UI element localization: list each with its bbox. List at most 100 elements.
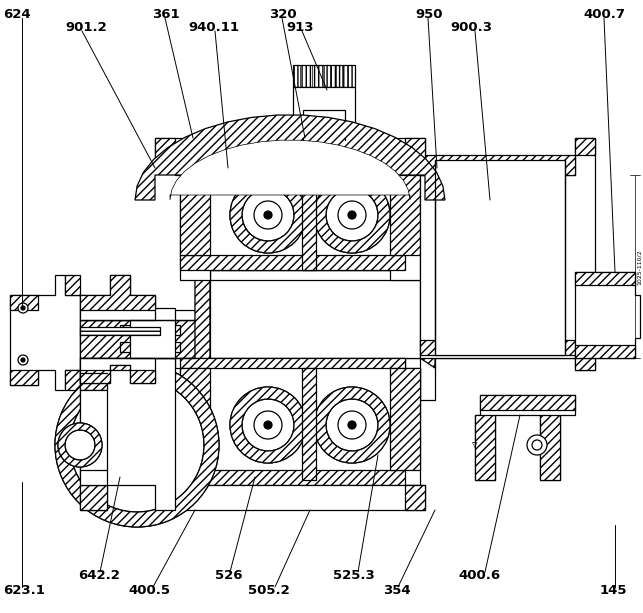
Polygon shape <box>80 358 175 510</box>
Text: 145: 145 <box>600 584 628 597</box>
Polygon shape <box>405 485 425 510</box>
Text: 361: 361 <box>152 8 179 21</box>
Wedge shape <box>314 387 390 463</box>
Text: 901.2: 901.2 <box>65 21 107 34</box>
Bar <box>130 308 175 358</box>
Text: $\triangledown$: $\triangledown$ <box>471 440 479 450</box>
Wedge shape <box>230 387 306 463</box>
Polygon shape <box>180 160 405 175</box>
Circle shape <box>18 355 28 365</box>
Text: 400.7: 400.7 <box>583 8 625 21</box>
Polygon shape <box>475 415 495 480</box>
Polygon shape <box>180 368 210 470</box>
Wedge shape <box>58 423 102 467</box>
Text: 320: 320 <box>269 8 296 21</box>
Circle shape <box>242 189 294 241</box>
Circle shape <box>242 399 294 451</box>
Polygon shape <box>195 270 210 368</box>
Bar <box>303 110 345 140</box>
Bar <box>303 138 345 148</box>
Bar <box>120 342 180 352</box>
Circle shape <box>230 177 306 253</box>
Polygon shape <box>10 275 80 390</box>
Polygon shape <box>80 390 107 485</box>
Polygon shape <box>10 370 38 385</box>
Text: 505.2: 505.2 <box>248 584 290 597</box>
Circle shape <box>254 201 282 229</box>
Bar <box>302 175 316 270</box>
Text: 913: 913 <box>286 21 314 34</box>
Polygon shape <box>420 270 435 368</box>
Polygon shape <box>180 175 210 255</box>
Polygon shape <box>575 272 640 358</box>
Polygon shape <box>480 395 575 410</box>
Text: 526: 526 <box>215 569 242 582</box>
Circle shape <box>326 399 378 451</box>
Polygon shape <box>475 395 575 480</box>
Wedge shape <box>314 177 390 253</box>
Polygon shape <box>540 415 560 480</box>
Text: 623.1: 623.1 <box>3 584 45 597</box>
Text: 950: 950 <box>415 8 442 21</box>
Polygon shape <box>390 368 420 470</box>
Circle shape <box>21 306 25 310</box>
Polygon shape <box>180 255 405 270</box>
Circle shape <box>58 423 102 467</box>
Polygon shape <box>80 320 195 358</box>
Text: 940.11: 940.11 <box>188 21 239 34</box>
Circle shape <box>254 411 282 439</box>
Circle shape <box>314 387 390 463</box>
Polygon shape <box>575 345 635 358</box>
Circle shape <box>532 440 542 450</box>
Bar <box>210 280 420 358</box>
Circle shape <box>527 435 547 455</box>
Text: 1025-110/2: 1025-110/2 <box>637 249 642 285</box>
Polygon shape <box>575 272 635 285</box>
Circle shape <box>338 201 366 229</box>
Circle shape <box>65 430 95 460</box>
Polygon shape <box>175 358 420 485</box>
Wedge shape <box>230 177 306 253</box>
Circle shape <box>348 421 356 429</box>
Polygon shape <box>405 138 425 160</box>
Polygon shape <box>80 310 195 320</box>
Polygon shape <box>390 175 420 255</box>
Polygon shape <box>420 138 595 175</box>
Text: 354: 354 <box>383 584 411 597</box>
Text: 624: 624 <box>3 8 31 21</box>
Bar <box>435 160 565 355</box>
Polygon shape <box>170 140 410 200</box>
Polygon shape <box>80 365 155 383</box>
Text: 900.3: 900.3 <box>450 21 492 34</box>
Text: 400.6: 400.6 <box>458 569 500 582</box>
Polygon shape <box>65 275 80 295</box>
Polygon shape <box>155 485 175 510</box>
Wedge shape <box>55 363 219 527</box>
Text: 525.3: 525.3 <box>333 569 375 582</box>
Polygon shape <box>175 160 420 280</box>
Polygon shape <box>80 270 600 400</box>
Polygon shape <box>80 358 155 383</box>
Circle shape <box>230 387 306 463</box>
Polygon shape <box>180 470 405 485</box>
Polygon shape <box>420 138 595 370</box>
Polygon shape <box>155 138 175 160</box>
Bar <box>293 65 355 87</box>
Bar <box>120 325 180 335</box>
Polygon shape <box>135 115 445 200</box>
Polygon shape <box>10 295 38 310</box>
Polygon shape <box>80 275 155 310</box>
Bar <box>313 140 335 160</box>
Polygon shape <box>80 275 155 320</box>
Bar <box>80 327 160 335</box>
Circle shape <box>348 211 356 219</box>
Polygon shape <box>80 485 107 510</box>
Circle shape <box>314 177 390 253</box>
Polygon shape <box>80 358 107 390</box>
Polygon shape <box>155 485 425 510</box>
Circle shape <box>326 189 378 241</box>
Circle shape <box>70 378 204 512</box>
Circle shape <box>264 421 272 429</box>
Circle shape <box>21 358 25 362</box>
Text: 400.5: 400.5 <box>128 584 170 597</box>
